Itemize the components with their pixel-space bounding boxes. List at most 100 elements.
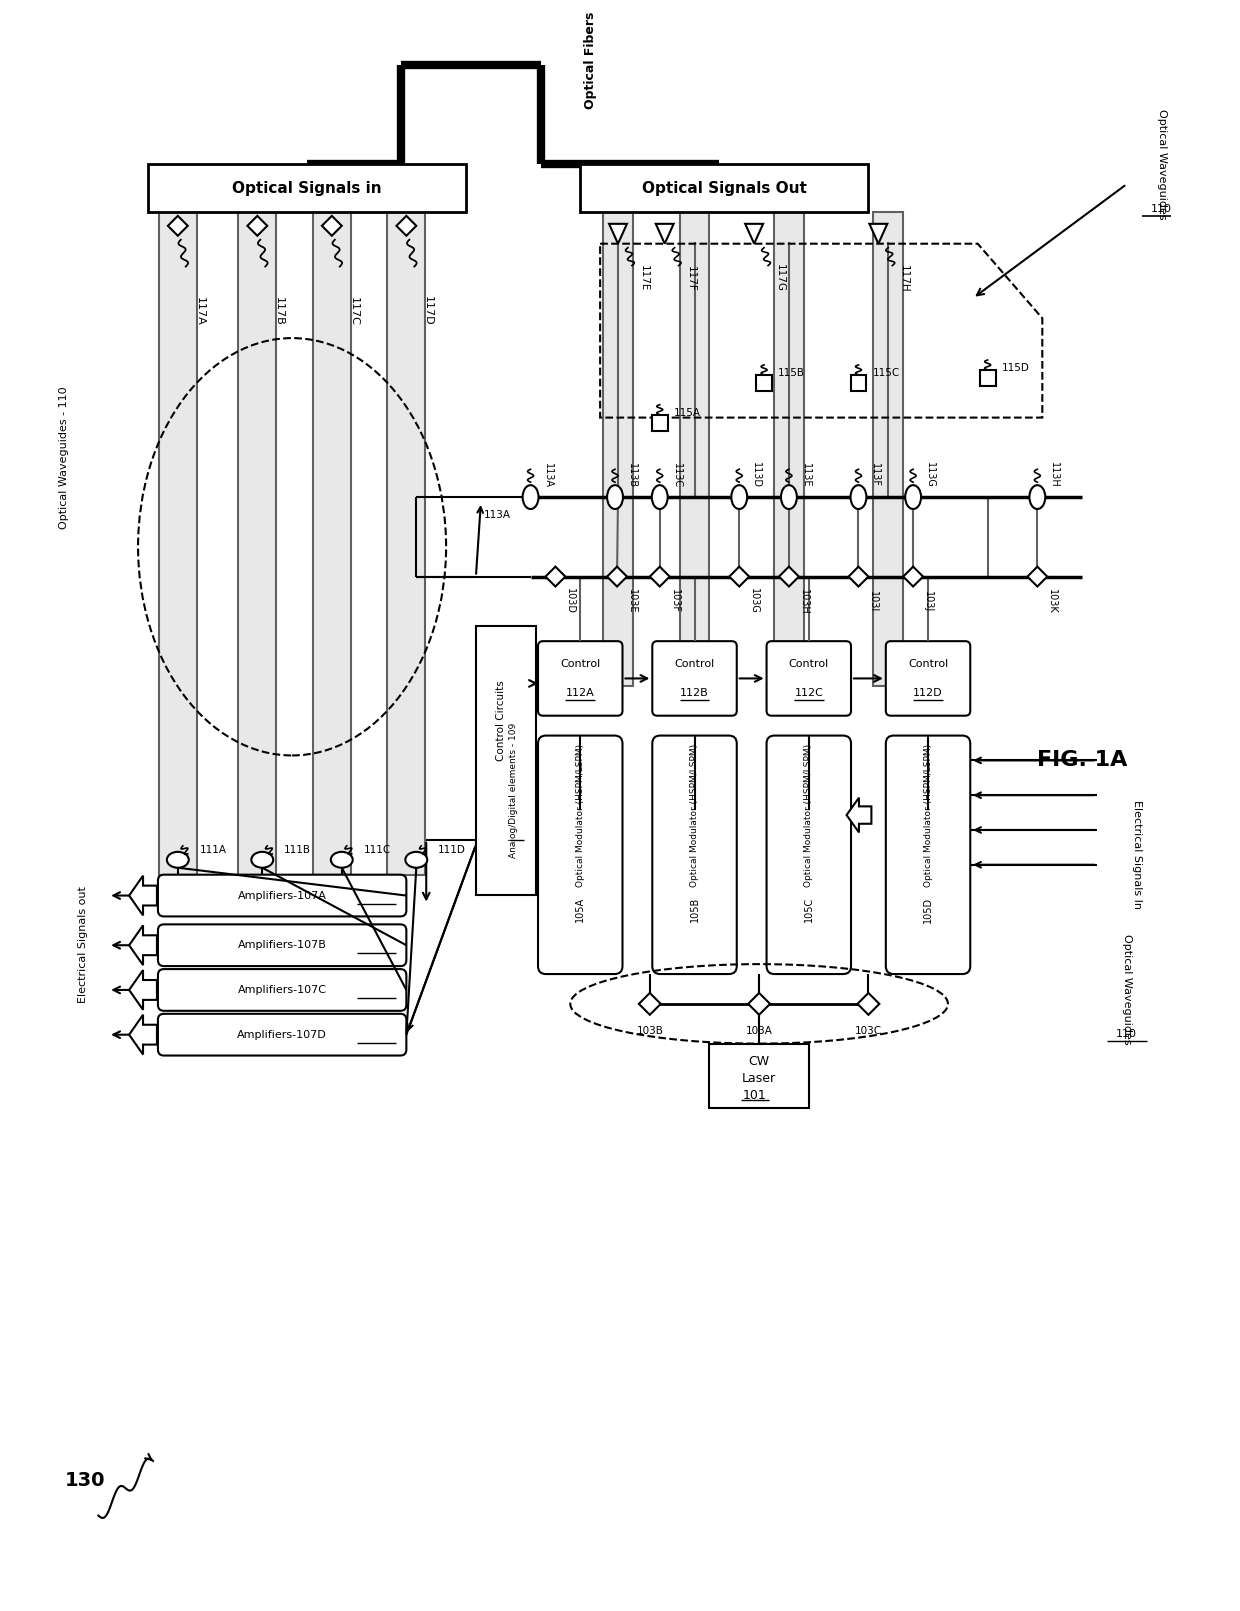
Text: 113C: 113C [672,462,682,488]
Text: 130: 130 [66,1471,105,1490]
Text: 113G: 113G [925,462,935,488]
Text: 103J: 103J [923,591,932,612]
FancyBboxPatch shape [766,641,851,715]
Text: 113H: 113H [1049,462,1059,488]
Polygon shape [650,567,670,586]
Text: 117H: 117H [899,264,909,292]
Polygon shape [167,216,187,235]
Text: Control: Control [675,659,714,669]
Polygon shape [848,567,868,586]
Bar [851,375,867,391]
Text: Laser: Laser [742,1071,776,1084]
Polygon shape [609,224,627,243]
Text: 117D: 117D [423,296,433,325]
Text: 113B: 113B [627,462,637,488]
Polygon shape [639,992,661,1015]
FancyBboxPatch shape [652,736,737,975]
Text: 103G: 103G [749,588,759,614]
Text: 103E: 103E [627,590,637,614]
Bar [238,213,277,875]
Text: Optical Modulator (HSPM/LSPM): Optical Modulator (HSPM/LSPM) [924,744,932,886]
Text: 103F: 103F [670,590,680,614]
Bar [387,213,425,875]
Text: 103H: 103H [799,588,808,614]
FancyBboxPatch shape [157,875,407,917]
Polygon shape [129,970,157,1010]
Bar [873,213,903,686]
Bar [774,213,804,686]
Ellipse shape [167,852,188,868]
Text: 110: 110 [1151,205,1172,214]
Polygon shape [247,216,268,235]
Text: 103A: 103A [745,1026,773,1036]
FancyBboxPatch shape [885,736,970,975]
Ellipse shape [905,485,921,509]
Text: CW: CW [749,1055,770,1068]
Text: Analog/Digital elements - 109: Analog/Digital elements - 109 [510,723,518,857]
Polygon shape [397,216,417,235]
FancyBboxPatch shape [652,641,737,715]
Bar [312,213,351,875]
Ellipse shape [522,485,538,509]
Bar [159,213,197,875]
FancyBboxPatch shape [538,736,622,975]
Text: 112C: 112C [795,688,823,698]
Text: 101: 101 [743,1089,766,1102]
Bar [709,1044,808,1108]
Text: 117C: 117C [348,296,358,325]
Text: Amplifiers-107B: Amplifiers-107B [238,941,326,950]
Bar [148,164,466,213]
Text: 113F: 113F [870,464,880,487]
Text: Optical Signals Out: Optical Signals Out [642,180,807,195]
Text: 103C: 103C [854,1026,882,1036]
Text: 111B: 111B [284,844,311,855]
Text: Control: Control [789,659,828,669]
FancyBboxPatch shape [885,641,970,715]
Bar [680,213,709,686]
Text: Electrical Signals out: Electrical Signals out [78,886,88,1002]
Text: Amplifiers-107D: Amplifiers-107D [237,1029,327,1039]
Text: 113E: 113E [801,462,811,488]
FancyBboxPatch shape [157,970,407,1010]
Text: Optical Waveguides: Optical Waveguides [1122,934,1132,1044]
FancyBboxPatch shape [766,736,851,975]
Polygon shape [869,224,888,243]
Polygon shape [745,224,763,243]
Bar [603,213,632,686]
Ellipse shape [732,485,748,509]
Bar [476,627,536,894]
Text: Electrical Signals In: Electrical Signals In [1132,801,1142,909]
FancyBboxPatch shape [157,925,407,967]
Text: 117F: 117F [686,266,696,292]
Polygon shape [546,567,565,586]
Text: 117E: 117E [639,266,649,292]
Polygon shape [322,216,342,235]
Text: 117A: 117A [195,296,205,325]
Bar [980,371,996,385]
Text: 117B: 117B [274,296,284,325]
Text: FIG. 1A: FIG. 1A [1037,751,1127,770]
Text: 112D: 112D [913,688,942,698]
Polygon shape [858,992,879,1015]
Ellipse shape [652,485,667,509]
Text: 113D: 113D [751,462,761,488]
Bar [652,414,667,430]
Text: 115A: 115A [673,408,701,417]
Text: 115D: 115D [1002,362,1029,372]
Text: 103D: 103D [565,588,575,614]
FancyBboxPatch shape [538,641,622,715]
Text: 115B: 115B [777,367,805,379]
Polygon shape [129,1015,157,1055]
Polygon shape [656,224,673,243]
Text: 103I: 103I [868,591,878,612]
Polygon shape [729,567,749,586]
Text: 111D: 111D [438,844,466,855]
Text: Control: Control [560,659,600,669]
Text: Control Circuits: Control Circuits [496,680,506,760]
Text: Optical Waveguides: Optical Waveguides [1157,110,1167,219]
Text: 112A: 112A [565,688,595,698]
Text: Optical Modulator (HSPM/LSPM): Optical Modulator (HSPM/LSPM) [689,744,699,886]
Text: 115C: 115C [873,367,900,379]
Polygon shape [129,876,157,915]
Polygon shape [129,925,157,965]
